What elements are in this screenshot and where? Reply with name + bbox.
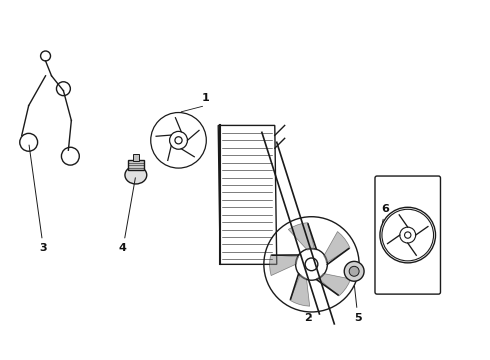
Text: 1: 1: [201, 93, 209, 103]
Text: 3: 3: [29, 145, 47, 253]
Bar: [133, 154, 139, 161]
Ellipse shape: [125, 166, 147, 184]
Bar: [128, 160, 144, 170]
Polygon shape: [270, 255, 298, 276]
Text: 6: 6: [381, 204, 389, 224]
Polygon shape: [324, 231, 350, 263]
Text: 4: 4: [119, 178, 135, 253]
Circle shape: [344, 261, 364, 281]
Polygon shape: [318, 274, 351, 296]
Circle shape: [349, 266, 359, 276]
Polygon shape: [290, 274, 310, 306]
Polygon shape: [288, 222, 315, 250]
Text: 2: 2: [305, 313, 312, 323]
Text: 5: 5: [354, 286, 362, 323]
